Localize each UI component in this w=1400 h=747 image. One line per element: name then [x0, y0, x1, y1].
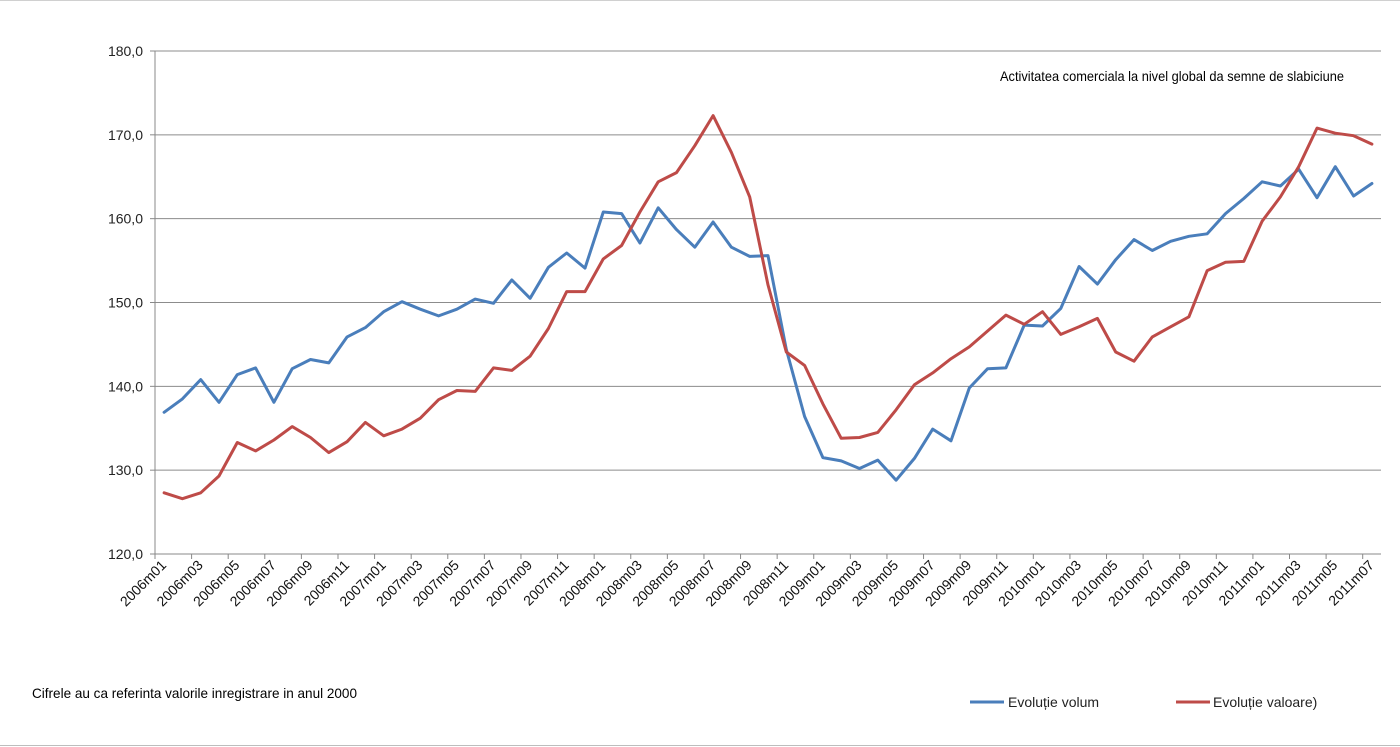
series-lines [162, 114, 1374, 501]
legend-label-volum: Evoluție volum [1008, 694, 1099, 710]
chart-title: Activitatea comerciala la nivel global d… [1000, 68, 1344, 84]
gridlines [155, 50, 1381, 471]
y-tick-label: 170,0 [108, 127, 143, 143]
legend-label-valoare: Evoluție valoare) [1213, 694, 1317, 710]
x-axis-ticks: 2006m012006m032006m052006m072006m092006m… [117, 554, 1377, 609]
y-axis-ticks: 120,0 130,0 140,0 150,0 160,0 170,0 180,0 [108, 43, 155, 562]
y-tick-label: 120,0 [108, 546, 143, 562]
y-tick-label: 150,0 [108, 295, 143, 311]
y-tick-label: 160,0 [108, 211, 143, 227]
y-tick-label: 130,0 [108, 462, 143, 478]
chart-footnote: Cifrele au ca referinta valorile inregis… [32, 685, 357, 701]
y-tick-label: 180,0 [108, 43, 143, 59]
y-tick-label: 140,0 [108, 378, 143, 394]
legend: Evoluție volum Evoluție valoare) [970, 694, 1317, 710]
series-line-valoare [162, 114, 1374, 501]
series-line-volum [162, 165, 1374, 482]
